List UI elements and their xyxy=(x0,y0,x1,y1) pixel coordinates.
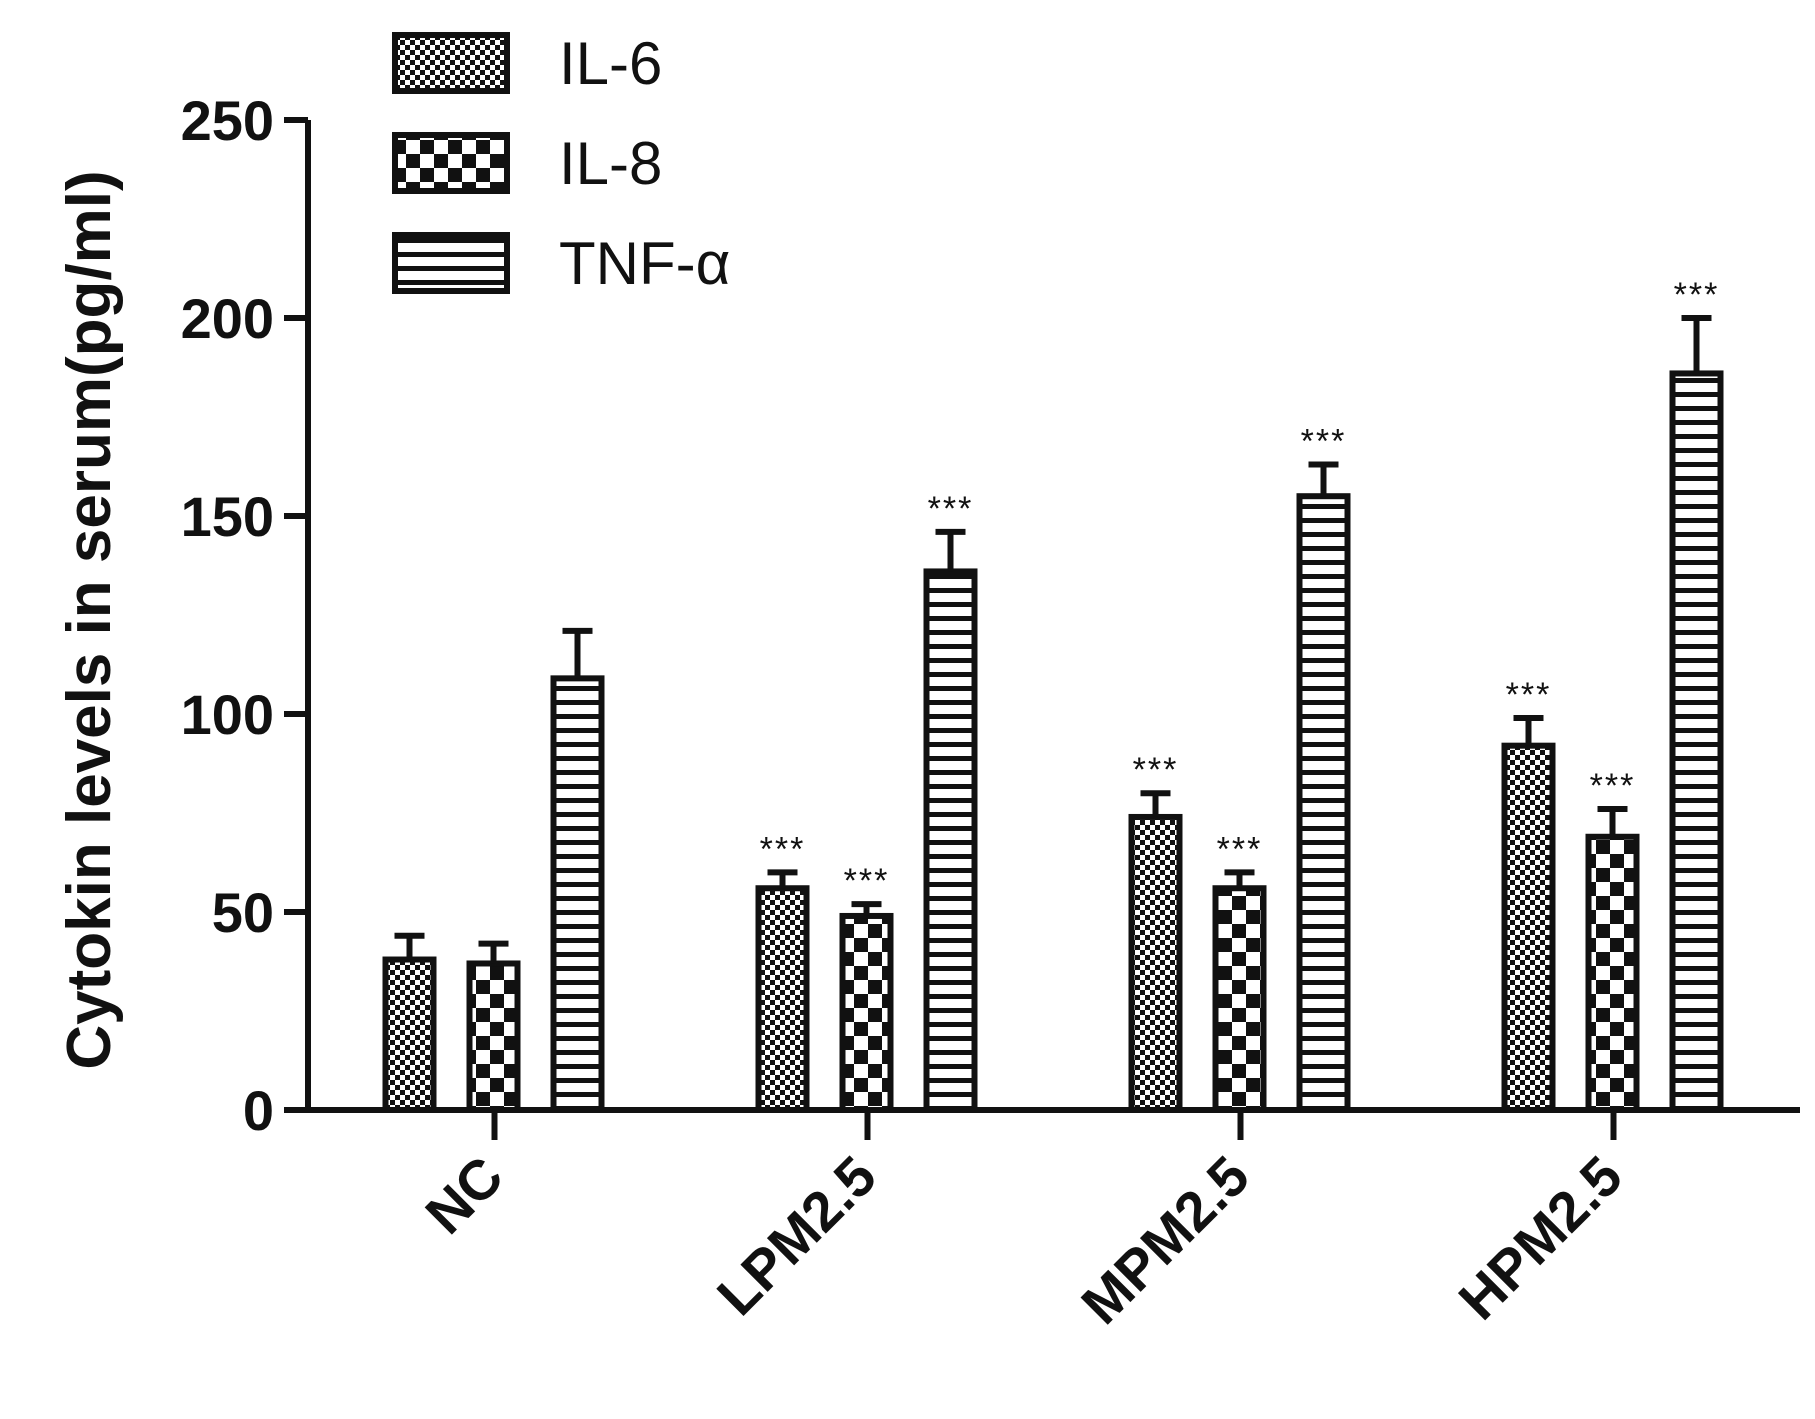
bar-TNF-α-MPM2.5 xyxy=(1296,493,1351,1113)
legend: IL-6 IL-8 TNF-α xyxy=(392,30,730,297)
y-tick-label: 150 xyxy=(181,485,274,548)
y-tick-label: 50 xyxy=(212,881,274,944)
bar-TNF-α-HPM2.5 xyxy=(1669,370,1724,1113)
y-ticks: 0 50 100 150 200 250 xyxy=(181,89,308,1142)
bar-TNF-α-LPM2.5 xyxy=(923,568,978,1113)
y-axis-label-group: Cytokin levels in serum(pg/ml) xyxy=(55,170,124,1069)
bars: *** *** *** *** *** *** *** *** *** xyxy=(382,276,1724,1114)
x-category-label: NC xyxy=(413,1144,515,1246)
legend-swatch-TNF-α xyxy=(392,232,510,294)
y-tick-label: 250 xyxy=(181,89,274,152)
significance-label: *** xyxy=(1506,676,1552,714)
x-category-label: LPM2.5 xyxy=(705,1144,888,1327)
significance-label: *** xyxy=(1301,423,1347,461)
significance-label: *** xyxy=(844,862,890,900)
x-category-label: HPM2.5 xyxy=(1446,1144,1634,1332)
y-tick-label: 0 xyxy=(243,1079,274,1142)
significance-label: *** xyxy=(1217,830,1263,868)
significance-label: *** xyxy=(928,490,974,528)
axes xyxy=(305,120,1800,1113)
significance-label: *** xyxy=(760,830,806,868)
y-axis-label: Cytokin levels in serum(pg/ml) xyxy=(55,170,124,1069)
x-categories: NC LPM2.5 MPM2.5 HPM2.5 xyxy=(413,1110,1634,1336)
legend-label: IL-6 xyxy=(559,30,662,97)
bar-IL-6-MPM2.5 xyxy=(1128,813,1183,1114)
legend-swatch-IL-6 xyxy=(392,32,510,94)
bar-IL-8-MPM2.5 xyxy=(1212,885,1267,1113)
bar-IL-8-HPM2.5 xyxy=(1585,833,1640,1113)
significance-label: *** xyxy=(1133,751,1179,789)
y-tick-label: 100 xyxy=(181,683,274,746)
legend-label: TNF-α xyxy=(559,230,730,297)
bar-IL-8-LPM2.5 xyxy=(839,912,894,1114)
bar-IL-6-NC xyxy=(382,956,437,1114)
bar-IL-8-NC xyxy=(466,960,521,1113)
x-category-label: MPM2.5 xyxy=(1069,1144,1261,1336)
bar-IL-6-LPM2.5 xyxy=(755,885,810,1113)
bar-TNF-α-NC xyxy=(550,675,605,1113)
legend-label: IL-8 xyxy=(559,130,662,197)
bar-IL-6-HPM2.5 xyxy=(1501,742,1556,1113)
y-tick-label: 200 xyxy=(181,287,274,350)
significance-label: *** xyxy=(1590,767,1636,805)
legend-swatch-IL-8 xyxy=(392,132,510,194)
significance-label: *** xyxy=(1674,276,1720,314)
